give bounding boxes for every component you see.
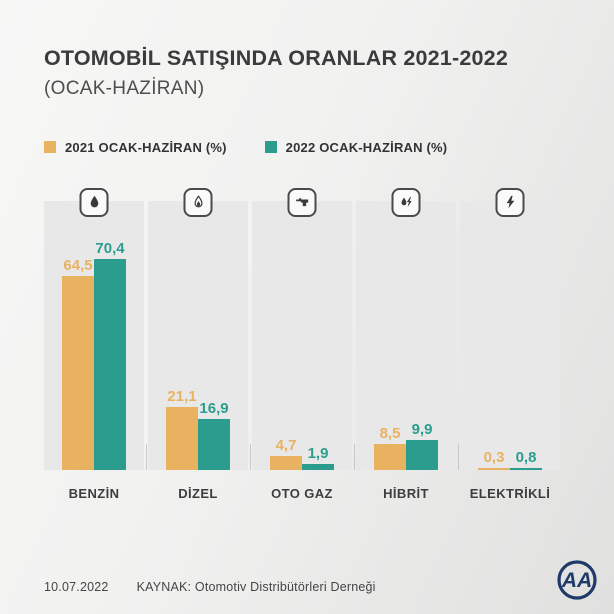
bar xyxy=(510,467,542,470)
page-title: OTOMOBİL SATIŞINDA ORANLAR 2021-2022 xyxy=(44,46,508,70)
bar-value-label: 9,9 xyxy=(411,420,433,438)
column-divider xyxy=(352,201,356,470)
bar-with-label: 70,4 xyxy=(94,241,126,470)
bar xyxy=(478,467,510,470)
diesel-drop-icon xyxy=(183,187,213,217)
column-panel: 21,1 16,9 xyxy=(148,187,248,470)
bar-with-label: 8,5 xyxy=(374,426,406,470)
bar-value-label: 21,1 xyxy=(167,387,197,405)
footer: 10.07.2022 KAYNAK: Otomotiv Distribütörl… xyxy=(44,580,376,594)
chart-columns: 64,5 70,4 BENZİN 21,1 16,9 DİZEL 4,7 1,9 OTO GAZ… xyxy=(0,187,614,501)
category-label: BENZİN xyxy=(68,485,120,501)
column-panel: 64,5 70,4 xyxy=(44,187,144,470)
column-panel: 8,5 9,9 xyxy=(356,187,456,470)
bar-with-label: 0,3 xyxy=(478,450,510,470)
chart-column: 21,1 16,9 DİZEL xyxy=(148,187,248,501)
column-divider xyxy=(248,201,252,470)
bar xyxy=(198,418,230,470)
bar-group: 4,7 1,9 xyxy=(252,438,352,470)
bar xyxy=(374,443,406,470)
bar-value-label: 8,5 xyxy=(379,424,401,442)
legend-swatch-2021 xyxy=(44,141,56,154)
legend-item-2021: 2021 OCAK-HAZİRAN (%) xyxy=(44,140,227,155)
bar xyxy=(406,439,438,470)
gas-nozzle-icon xyxy=(287,187,317,217)
source-text: KAYNAK: Otomotiv Distribütörleri Derneği xyxy=(136,580,376,594)
lightning-icon xyxy=(495,187,525,217)
bar xyxy=(62,275,94,470)
bar-value-label: 0,3 xyxy=(483,448,505,466)
bar xyxy=(94,258,126,470)
svg-text:AA: AA xyxy=(561,569,592,592)
bar-with-label: 64,5 xyxy=(62,258,94,470)
bar-value-label: 4,7 xyxy=(275,436,297,454)
bar-value-label: 70,4 xyxy=(95,239,125,257)
bar-with-label: 4,7 xyxy=(270,438,302,470)
chart-column: 4,7 1,9 OTO GAZ xyxy=(252,187,352,501)
bar-group: 64,5 70,4 xyxy=(44,241,144,470)
category-label: DİZEL xyxy=(178,485,218,501)
bar-with-label: 0,8 xyxy=(510,450,542,470)
bar-group: 8,5 9,9 xyxy=(356,422,456,470)
page-subtitle: (OCAK-HAZİRAN) xyxy=(44,77,205,99)
category-label: ELEKTRİKLİ xyxy=(469,485,551,501)
bar-with-label: 1,9 xyxy=(302,446,334,470)
bar-value-label: 16,9 xyxy=(199,399,229,417)
bar xyxy=(270,455,302,470)
legend-label-2021: 2021 OCAK-HAZİRAN (%) xyxy=(65,139,227,155)
bar-group: 0,3 0,8 xyxy=(460,450,560,470)
bar-group: 21,1 16,9 xyxy=(148,389,248,470)
column-divider xyxy=(144,201,148,470)
chart-column: 0,3 0,8 ELEKTRİKLİ xyxy=(460,187,560,501)
column-divider xyxy=(456,201,460,470)
column-panel: 4,7 1,9 xyxy=(252,187,352,470)
bar-value-label: 1,9 xyxy=(307,444,329,462)
publish-date: 10.07.2022 xyxy=(44,580,109,594)
chart-column: 8,5 9,9 HİBRİT xyxy=(356,187,456,501)
chart-legend: 2021 OCAK-HAZİRAN (%) 2022 OCAK-HAZİRAN … xyxy=(0,140,614,155)
category-label: HİBRİT xyxy=(383,485,429,501)
chart-column: 64,5 70,4 BENZİN xyxy=(44,187,144,501)
bar-with-label: 21,1 xyxy=(166,389,198,470)
bar xyxy=(166,406,198,470)
fuel-drop-icon xyxy=(79,187,109,217)
bar-value-label: 64,5 xyxy=(63,256,93,274)
hybrid-drop-bolt-icon xyxy=(391,187,421,217)
bar-with-label: 16,9 xyxy=(198,401,230,470)
aa-agency-logo-icon: AA xyxy=(555,558,599,602)
bar-with-label: 9,9 xyxy=(406,422,438,470)
legend-label-2022: 2022 OCAK-HAZİRAN (%) xyxy=(285,139,448,155)
legend-swatch-2022 xyxy=(264,141,277,154)
bar xyxy=(302,463,334,470)
bar-value-label: 0,8 xyxy=(515,448,537,466)
header: OTOMOBİL SATIŞINDA ORANLAR 2021-2022 (OC… xyxy=(0,0,614,100)
legend-item-2022: 2022 OCAK-HAZİRAN (%) xyxy=(264,139,448,155)
column-panel: 0,3 0,8 xyxy=(460,187,560,470)
category-label: OTO GAZ xyxy=(271,485,333,501)
